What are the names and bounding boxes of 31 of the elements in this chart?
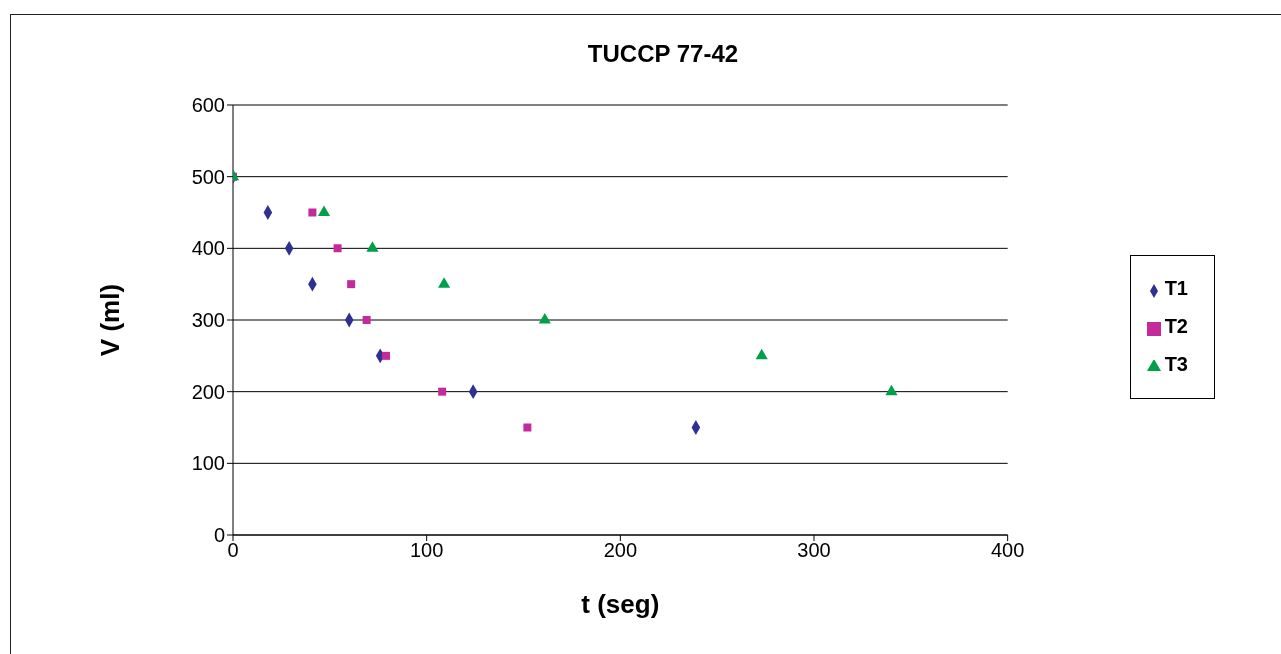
- y-tick-label: 400: [191, 237, 225, 260]
- x-axis-title: t (seg): [581, 589, 660, 619]
- x-tick-label: 200: [603, 539, 638, 562]
- y-tick-label: 200: [191, 380, 225, 403]
- x-tick-label: 0: [227, 539, 239, 562]
- point: [885, 384, 898, 396]
- y-axis-title: V (ml): [95, 283, 126, 357]
- point: [333, 244, 342, 253]
- point: [523, 423, 532, 432]
- point: [381, 351, 390, 360]
- legend-label: T3: [1164, 353, 1188, 375]
- point: [755, 348, 768, 360]
- legend-label: T1: [1164, 277, 1188, 299]
- x-tick-label: 300: [797, 539, 831, 562]
- point: [308, 208, 317, 217]
- point: [317, 205, 331, 217]
- y-tick-label: 300: [191, 309, 225, 332]
- x-tick-label: 100: [409, 539, 444, 562]
- x-tick-label: 400: [990, 539, 1025, 562]
- point: [366, 241, 379, 252]
- chart-title: TUCCP 77-42: [586, 40, 740, 68]
- point: [438, 387, 447, 396]
- y-tick-label: 0: [213, 524, 225, 547]
- y-tick-label: 600: [191, 94, 225, 117]
- point: [438, 277, 451, 288]
- y-tick-label: 500: [191, 165, 225, 188]
- point: [538, 312, 551, 324]
- legend-label: T2: [1164, 315, 1188, 337]
- point: [362, 316, 371, 324]
- point: [347, 280, 356, 289]
- y-tick-label: 100: [191, 452, 225, 475]
